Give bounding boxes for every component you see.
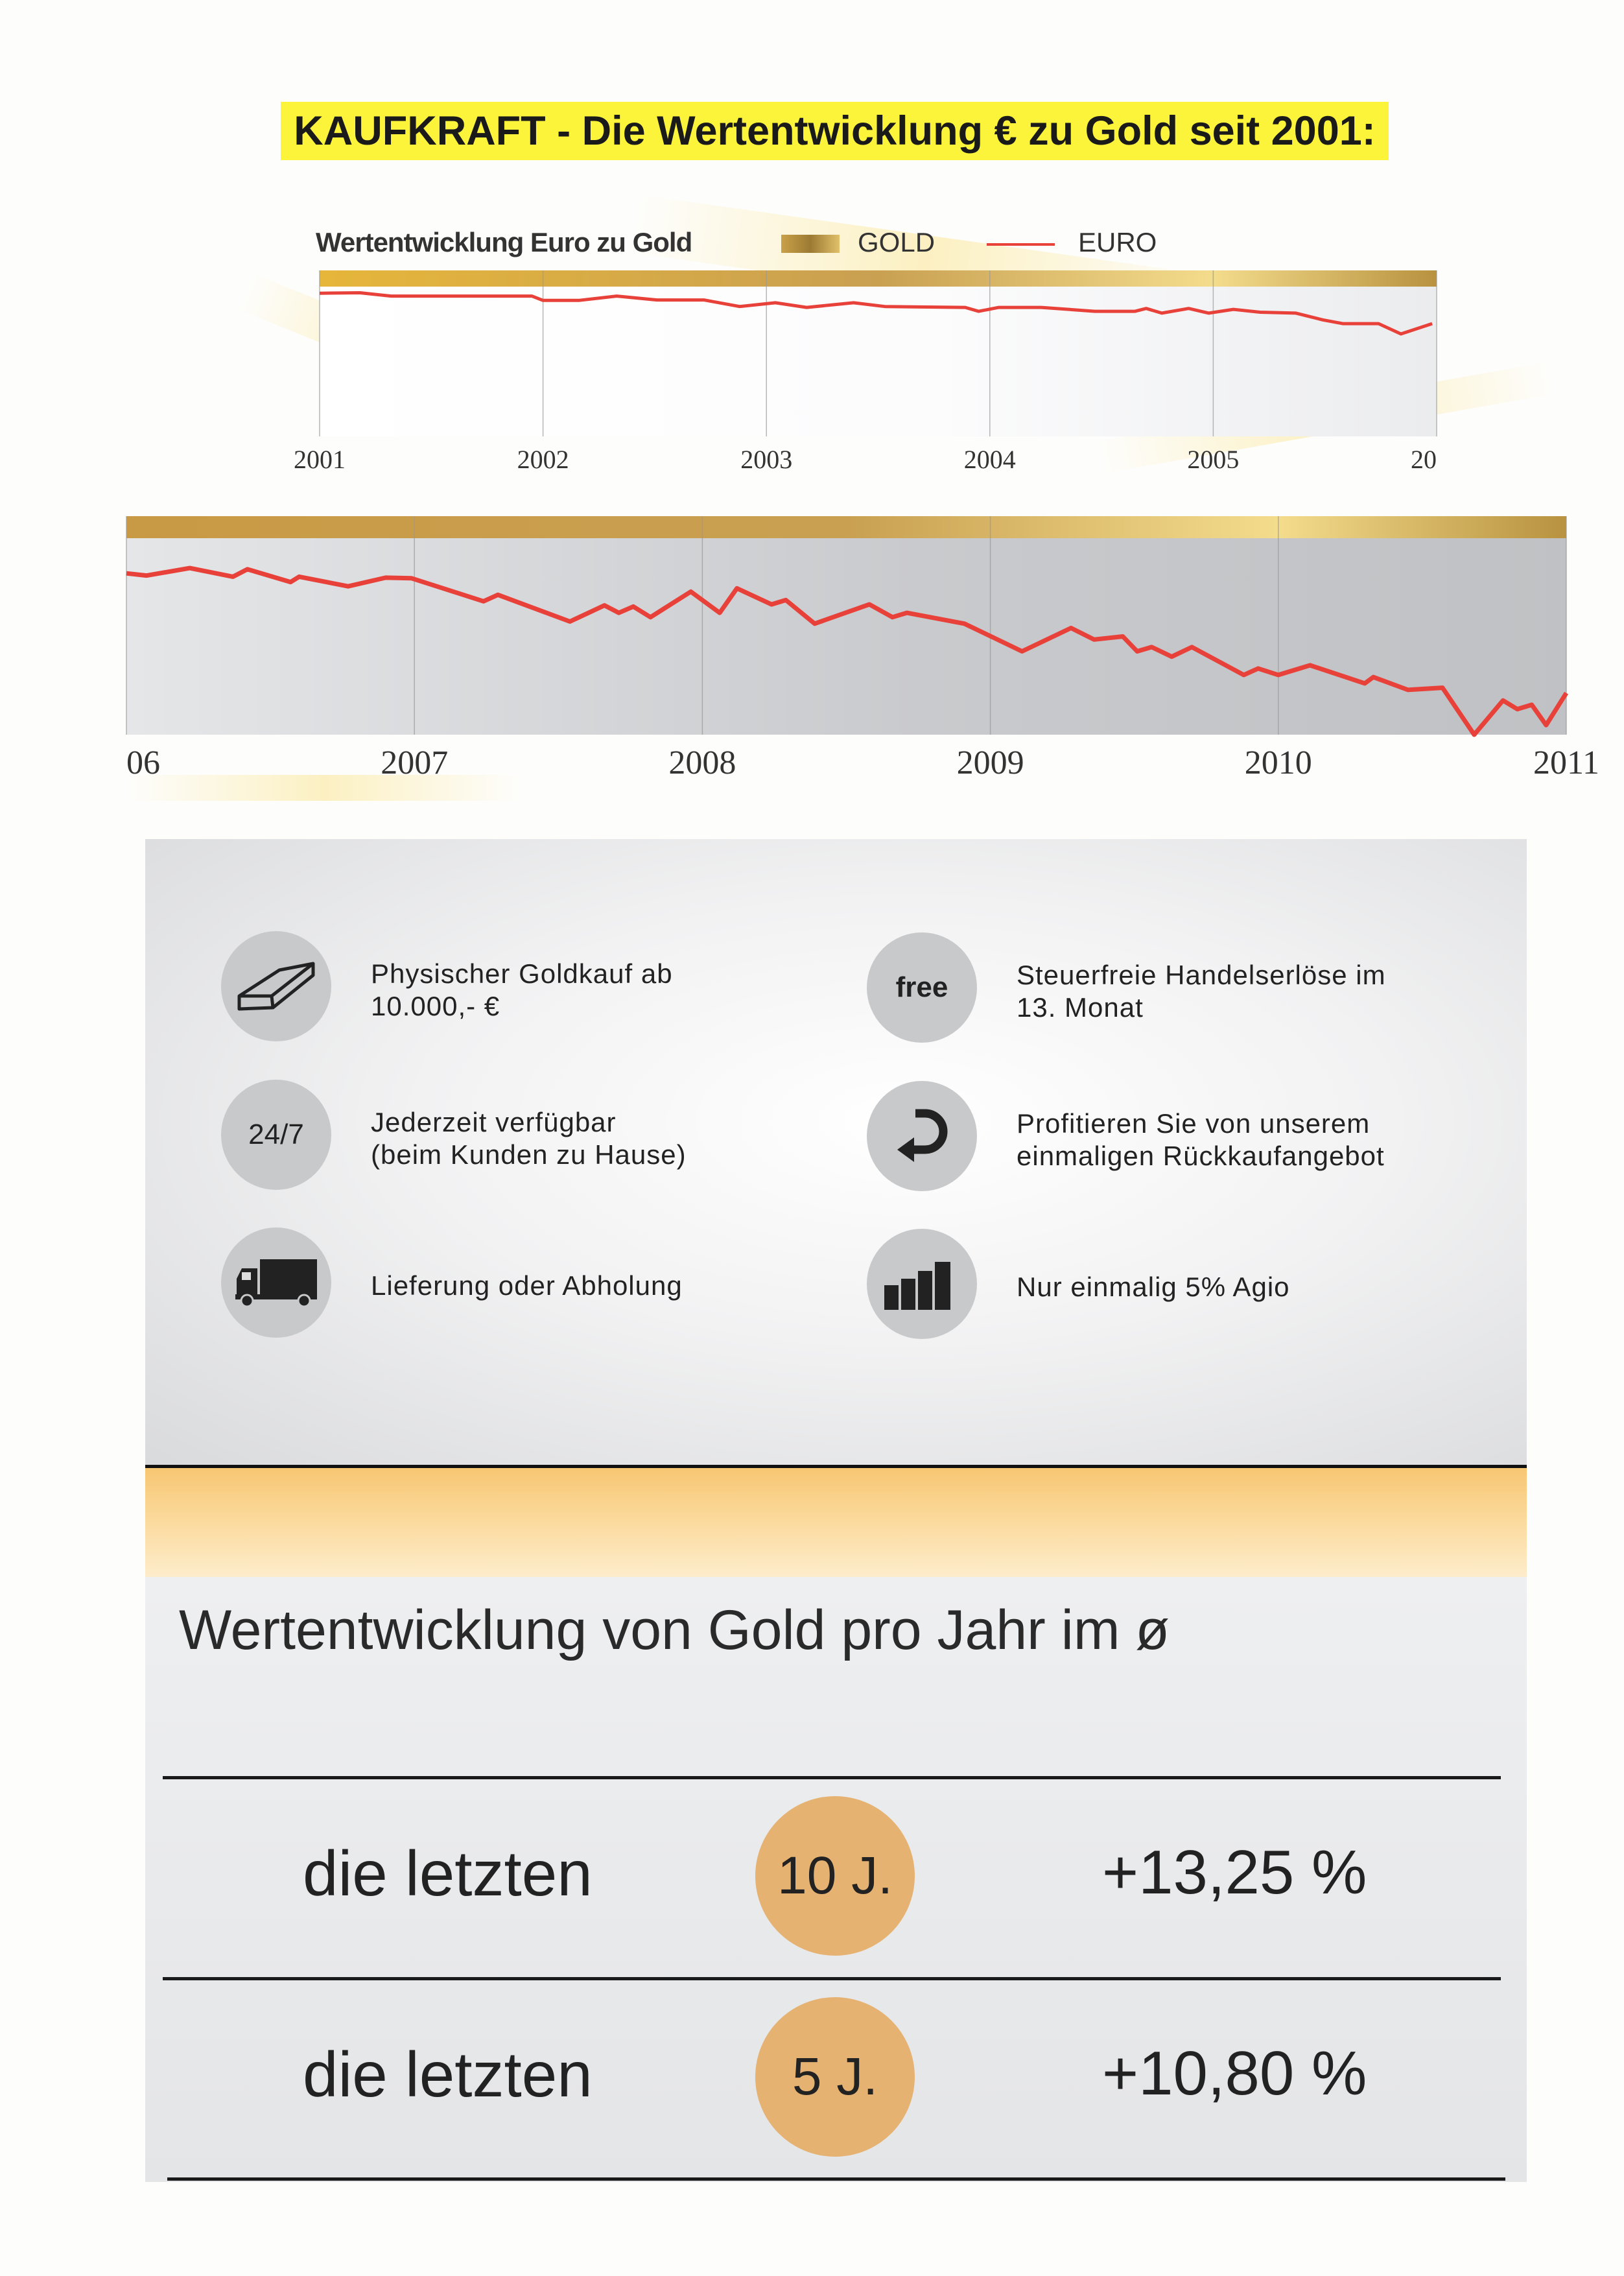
feature-availability: Jederzeit verfügbar (beim Kunden zu Hause… bbox=[371, 1106, 687, 1171]
divider bbox=[167, 2177, 1505, 2181]
feature-text: Jederzeit verfügbar bbox=[371, 1107, 617, 1137]
feature-gold-purchase: Physischer Goldkauf ab 10.000,- € bbox=[371, 958, 673, 1023]
period-badge: 5 J. bbox=[755, 1997, 915, 2157]
feature-text: Physischer Goldkauf ab bbox=[371, 958, 673, 989]
gold-bar-icon bbox=[237, 962, 315, 1011]
feature-icon-circle bbox=[867, 1081, 977, 1191]
x-tick-label: 2008 bbox=[668, 744, 736, 781]
x-tick-label: 2011 bbox=[1533, 744, 1599, 781]
plot-area bbox=[126, 538, 1566, 735]
truck-icon bbox=[235, 1259, 317, 1308]
chart-title: Wertentwicklung Euro zu Gold bbox=[316, 227, 692, 257]
feature-icon-circle bbox=[867, 1229, 977, 1339]
stats-row-label: die letzten bbox=[303, 2039, 593, 2110]
legend-gold-label: GOLD bbox=[858, 227, 936, 257]
feature-text: einmaligen Rückkaufangebot bbox=[1017, 1141, 1385, 1171]
stats-row-value: +10,80 % bbox=[1102, 2039, 1367, 2108]
legend-euro-label: EURO bbox=[1078, 227, 1157, 257]
gold-series-band bbox=[126, 516, 1566, 538]
page-title: KAUFKRAFT - Die Wertentwicklung € zu Gol… bbox=[281, 102, 1389, 160]
period-badge: 10 J. bbox=[755, 1796, 915, 1956]
label-mask bbox=[1437, 441, 1624, 480]
features-panel bbox=[145, 839, 1527, 1466]
24-7-icon: 24/7 bbox=[248, 1119, 304, 1150]
legend-gold-swatch bbox=[781, 235, 840, 253]
feature-text: Steuerfreie Handelserlöse im bbox=[1017, 960, 1386, 990]
x-tick-label: 2010 bbox=[1245, 744, 1312, 781]
feature-text: 13. Monat bbox=[1017, 992, 1144, 1023]
gold-series-band bbox=[320, 270, 1437, 287]
free-icon: free bbox=[895, 971, 948, 1003]
divider bbox=[163, 1977, 1501, 1980]
feature-icon-circle bbox=[221, 1227, 331, 1338]
feature-icon-circle bbox=[221, 931, 331, 1041]
feature-buyback: Profitieren Sie von unserem einmaligen Rü… bbox=[1017, 1108, 1385, 1172]
feature-text: (beim Kunden zu Hause) bbox=[371, 1139, 687, 1170]
x-tick-label: 2001 bbox=[294, 445, 346, 474]
x-tick-label: 2002 bbox=[517, 445, 569, 474]
x-tick-label: 2007 bbox=[381, 744, 448, 781]
x-tick-label: 2005 bbox=[1187, 445, 1239, 474]
bar-chart-icon bbox=[884, 1262, 950, 1310]
x-tick-label: 2004 bbox=[964, 445, 1016, 474]
euro-series-line bbox=[319, 291, 1433, 336]
chart-2006-2011: 06 2007 2008 2009 2010 2011 bbox=[126, 516, 1599, 781]
stats-heading: Wertentwicklung von Gold pro Jahr im ø bbox=[179, 1599, 1170, 1661]
legend-euro-swatch bbox=[987, 243, 1055, 246]
feature-text: Profitieren Sie von unserem bbox=[1017, 1108, 1371, 1139]
stats-row-label: die letzten bbox=[303, 1838, 593, 1909]
decorative-ray bbox=[130, 775, 519, 801]
chart-2001-2006: 200120022003200420052006 bbox=[294, 270, 1624, 480]
feature-agio: Nur einmalig 5% Agio bbox=[1017, 1272, 1290, 1302]
feature-delivery: Lieferung oder Abholung bbox=[371, 1270, 683, 1301]
x-tick-label: 2003 bbox=[740, 445, 792, 474]
feature-text: 10.000,- € bbox=[371, 991, 500, 1021]
x-tick-label: 2009 bbox=[957, 744, 1024, 781]
stats-row-value: +13,25 % bbox=[1102, 1838, 1367, 1907]
plot-area bbox=[320, 287, 1437, 436]
feature-icon-circle: free bbox=[867, 932, 977, 1043]
gold-divider-band bbox=[145, 1465, 1527, 1580]
feature-tax-free: Steuerfreie Handelserlöse im 13. Monat bbox=[1017, 959, 1386, 1024]
x-tick-label: 06 bbox=[126, 744, 160, 781]
divider bbox=[163, 1776, 1501, 1779]
return-arrow-icon bbox=[897, 1109, 948, 1162]
feature-icon-circle: 24/7 bbox=[221, 1080, 331, 1190]
